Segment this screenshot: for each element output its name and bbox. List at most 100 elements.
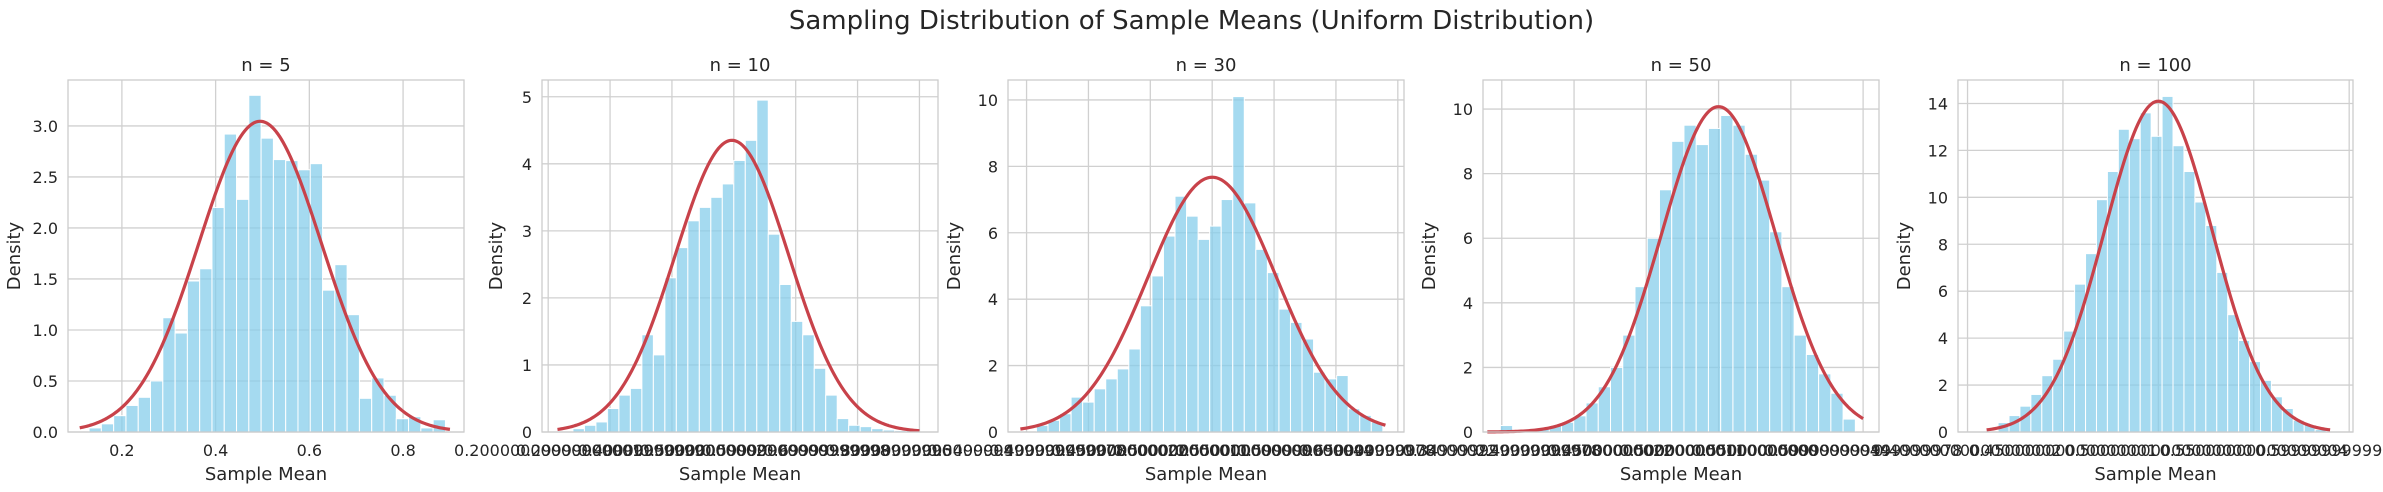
x-axis-label: Sample Mean bbox=[679, 464, 801, 485]
y-tick-label: 8 bbox=[988, 157, 998, 176]
chart-panel-4: 0.3499999999999999780.400000000000000022… bbox=[1403, 55, 1963, 485]
y-axis-label: Density bbox=[1894, 221, 1915, 290]
x-tick-label: 0.500000000000000000 bbox=[1113, 441, 1312, 460]
panel-title: n = 30 bbox=[1176, 55, 1237, 76]
histogram-bar bbox=[223, 133, 238, 433]
histogram-bar bbox=[652, 354, 666, 433]
x-tick-label: 0.400000000000000022 bbox=[989, 441, 1188, 460]
histogram-bar bbox=[1162, 235, 1176, 433]
figure-title: Sampling Distribution of Sample Means (U… bbox=[788, 6, 1595, 36]
x-tick-label: 0.550000000000000044 bbox=[1692, 441, 1891, 460]
x-tick-label: 0.450000000000000011 bbox=[1051, 441, 1250, 460]
histogram-bar bbox=[162, 317, 176, 433]
panel-title: n = 50 bbox=[1651, 55, 1712, 76]
histogram-bar bbox=[2150, 135, 2163, 433]
histogram-bar bbox=[2216, 271, 2229, 433]
x-tick-label: 0.6 bbox=[297, 441, 322, 460]
histogram-bar bbox=[1683, 124, 1697, 433]
histogram-bar bbox=[1707, 127, 1722, 433]
histogram-bar bbox=[2205, 224, 2218, 433]
histogram-bar bbox=[174, 332, 188, 433]
chart-panel-2: 0.200000000000000010.299999999999999990.… bbox=[454, 55, 1014, 485]
histogram-bar bbox=[629, 387, 643, 433]
histogram-bar bbox=[825, 394, 838, 433]
x-tick-label: 0.59999999999999998 bbox=[702, 441, 890, 460]
histogram-bar bbox=[1255, 248, 1268, 433]
histogram-bar bbox=[1220, 199, 1234, 433]
x-tick-label: 0.8 bbox=[390, 441, 415, 460]
histogram-bar bbox=[2238, 339, 2251, 433]
y-tick-label: 0.0 bbox=[33, 423, 58, 442]
histogram-bar bbox=[1781, 286, 1795, 433]
histogram-bar bbox=[2172, 145, 2185, 433]
panel-title: n = 5 bbox=[241, 55, 290, 76]
histogram-bar bbox=[211, 207, 225, 433]
histogram-bar bbox=[744, 139, 758, 433]
y-axis-label: Density bbox=[1419, 221, 1440, 290]
histogram-bar bbox=[2139, 112, 2152, 433]
y-tick-label: 14 bbox=[1928, 94, 1948, 113]
histogram-bar bbox=[710, 196, 723, 433]
y-tick-label: 1 bbox=[522, 356, 532, 375]
histogram-bar bbox=[358, 397, 373, 433]
normal-curve bbox=[1986, 99, 2331, 432]
x-axis-label: Sample Mean bbox=[205, 464, 327, 485]
histogram-bar bbox=[1243, 202, 1257, 433]
histogram-bar bbox=[1732, 124, 1746, 433]
plot-frame bbox=[1482, 79, 1880, 433]
x-tick-label: 0.50000000000000000 bbox=[640, 441, 828, 460]
histogram-bar bbox=[1116, 368, 1130, 433]
histogram-bar bbox=[236, 198, 250, 433]
histogram-bar bbox=[802, 334, 815, 433]
y-tick-label: 0 bbox=[988, 423, 998, 442]
histogram-bar bbox=[664, 277, 677, 433]
histogram-bar bbox=[698, 206, 712, 433]
y-tick-label: 5 bbox=[522, 88, 532, 107]
histogram-bar bbox=[767, 233, 781, 433]
histogram-bar bbox=[1842, 418, 1856, 433]
x-tick-label: 0.45000000000000001 bbox=[1969, 441, 2157, 460]
x-tick-label: 0.4 bbox=[203, 441, 228, 460]
histogram-bar bbox=[186, 280, 201, 433]
y-tick-label: 2 bbox=[1938, 376, 1948, 395]
histogram-bar bbox=[1289, 321, 1303, 433]
histogram-bar bbox=[2128, 138, 2141, 433]
y-tick-label: 10 bbox=[978, 91, 998, 110]
y-tick-label: 6 bbox=[1938, 282, 1948, 301]
y-tick-label: 0 bbox=[1938, 423, 1948, 442]
x-tick-label: 0.50000000000000000 bbox=[2064, 441, 2252, 460]
histogram-bar bbox=[113, 415, 127, 433]
histogram-bar bbox=[150, 380, 164, 433]
histogram-bar bbox=[1720, 115, 1734, 433]
y-tick-label: 12 bbox=[1928, 141, 1948, 160]
x-tick-label: 0.29999999999999999 bbox=[516, 441, 704, 460]
histogram-bar bbox=[272, 159, 287, 433]
histogram-bar bbox=[1278, 308, 1291, 433]
histogram-bar bbox=[1174, 195, 1188, 433]
histogram-bar bbox=[248, 94, 262, 433]
histogram-bar bbox=[618, 394, 631, 433]
plot-frame bbox=[1007, 79, 1405, 433]
y-tick-label: 3.0 bbox=[33, 117, 58, 136]
histogram-bar bbox=[2183, 171, 2196, 433]
y-tick-label: 10 bbox=[1928, 188, 1948, 207]
histogram-bar bbox=[1634, 286, 1648, 433]
histogram-bar bbox=[687, 220, 700, 433]
x-tick-label: 0.40000000000000002 bbox=[578, 441, 766, 460]
normal-curve bbox=[1487, 105, 1864, 434]
histogram-bar bbox=[756, 99, 769, 433]
x-axis-label: Sample Mean bbox=[1620, 464, 1742, 485]
y-tick-label: 6 bbox=[1463, 229, 1473, 248]
x-tick-label: 0.500000000000000000 bbox=[1619, 441, 1818, 460]
y-tick-label: 2.5 bbox=[33, 168, 58, 187]
histogram-bar bbox=[1671, 140, 1685, 433]
histogram-bar bbox=[395, 418, 410, 433]
histogram-bar bbox=[137, 396, 152, 433]
y-tick-label: 8 bbox=[1938, 235, 1948, 254]
histogram-bar bbox=[1105, 378, 1118, 433]
normal-curve bbox=[1020, 175, 1386, 431]
histogram-bar bbox=[1128, 348, 1141, 433]
x-tick-label: 0.55000000000000004 bbox=[2160, 441, 2348, 460]
y-tick-label: 3 bbox=[522, 222, 532, 241]
normal-curve bbox=[79, 119, 451, 431]
